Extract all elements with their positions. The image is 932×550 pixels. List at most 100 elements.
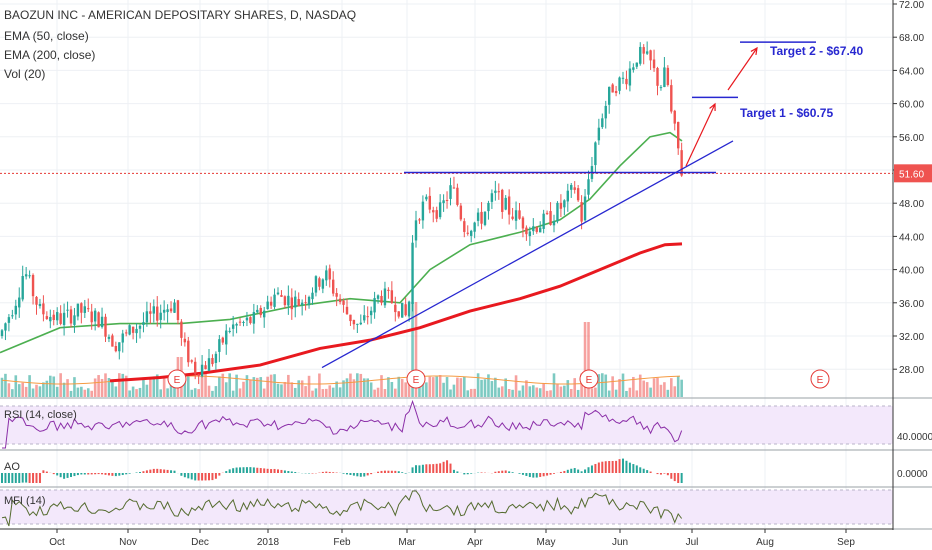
price-badge [894, 164, 932, 183]
volume-bar [14, 375, 18, 397]
candle-body [463, 221, 466, 232]
ao-bar [1, 473, 3, 483]
volume-bar [590, 388, 594, 397]
earnings-marker-icon [810, 369, 830, 389]
volume-bar [86, 388, 90, 397]
ao-bar [601, 461, 604, 473]
volume-bar [521, 385, 525, 397]
candle-body [207, 358, 211, 371]
volume-bar [290, 382, 294, 397]
candle-body [511, 216, 514, 219]
volume-bar [659, 384, 663, 397]
volume-bar [252, 377, 256, 397]
candle-body [628, 68, 632, 86]
volume-bar [107, 378, 111, 397]
target1-arrow-head [709, 102, 716, 112]
candle-body [432, 210, 435, 213]
volume-bar [500, 386, 504, 397]
ao-bar [35, 473, 38, 483]
candle-body [287, 295, 290, 306]
candle-body [42, 303, 45, 315]
ao-bar [539, 473, 542, 477]
ao-bar [342, 473, 345, 474]
volume-bar [407, 380, 411, 397]
candle-body [421, 201, 425, 221]
volume-bar [304, 386, 307, 397]
ao-bar [232, 468, 235, 473]
ao-bar [511, 472, 514, 473]
candle-body [618, 77, 621, 91]
volume-bar [104, 373, 107, 397]
volume-bar [431, 377, 435, 397]
volume-bar [342, 380, 345, 397]
candle-body [183, 338, 187, 343]
candle-body [552, 220, 556, 226]
candle-body [608, 86, 611, 105]
volume-bar [331, 387, 335, 397]
candle-body [269, 301, 273, 306]
candle-body [359, 322, 362, 325]
ao-bar [387, 470, 390, 473]
volume-bar [535, 387, 539, 397]
ao-bar [670, 473, 673, 479]
volume-bar [607, 390, 611, 397]
volume-bar [273, 374, 276, 397]
time-tick-label: Feb [333, 537, 351, 548]
candle-body [666, 67, 670, 85]
candle-body [497, 191, 500, 193]
volume-bar [435, 376, 438, 397]
volume-bar [625, 390, 628, 397]
target2-label: Target 2 - $67.40 [770, 44, 863, 58]
ao-bar [680, 473, 683, 483]
ao-bar [390, 470, 393, 473]
candle-body [128, 325, 131, 335]
volume-bar [480, 379, 483, 397]
indicator-panels [0, 397, 932, 530]
candle-body [597, 127, 601, 141]
candle-body [328, 268, 331, 280]
volume-bar [362, 378, 366, 397]
volume-bar [131, 386, 135, 397]
ao-bar [245, 467, 248, 473]
ao-bar [397, 471, 400, 473]
volume-bar [656, 377, 659, 397]
candle-body [11, 315, 14, 317]
ao-bar [349, 473, 352, 475]
ao-bar [32, 473, 35, 483]
volume-bar [666, 389, 670, 397]
ao-bar [321, 471, 324, 473]
price-badge-label: 51.60 [899, 169, 924, 180]
ao-bar [163, 469, 166, 473]
candle-body [121, 333, 124, 343]
volume-bar [614, 389, 618, 397]
volume-bar [507, 389, 511, 397]
ao-bar [273, 468, 276, 473]
candle-body [49, 316, 52, 322]
volume-bar [293, 387, 297, 397]
ao-bar [346, 473, 348, 475]
candle-body [325, 270, 328, 281]
rsi-band [0, 406, 893, 444]
ema200-line [109, 242, 683, 383]
ao-bar [570, 468, 573, 473]
volume-bar [214, 386, 218, 397]
candle-body [487, 202, 490, 212]
candle-body [145, 311, 149, 323]
chart-title: BAOZUN INC - AMERICAN DEPOSITARY SHARES,… [4, 8, 356, 22]
candle-body [369, 310, 373, 316]
volume-bar [487, 374, 490, 397]
ao-bar [263, 468, 266, 473]
ao-bar [239, 467, 242, 473]
candle-body [518, 210, 521, 219]
ao-bar [290, 471, 293, 473]
volume-bar [152, 376, 156, 397]
candle-body [138, 325, 142, 329]
volume-bar [114, 386, 118, 397]
candle-body [90, 311, 93, 323]
candle-body [528, 231, 532, 237]
candle-body [418, 219, 421, 221]
volume-bar [11, 389, 14, 397]
candle-body [639, 46, 642, 64]
time-tick-label: Jun [612, 537, 628, 548]
